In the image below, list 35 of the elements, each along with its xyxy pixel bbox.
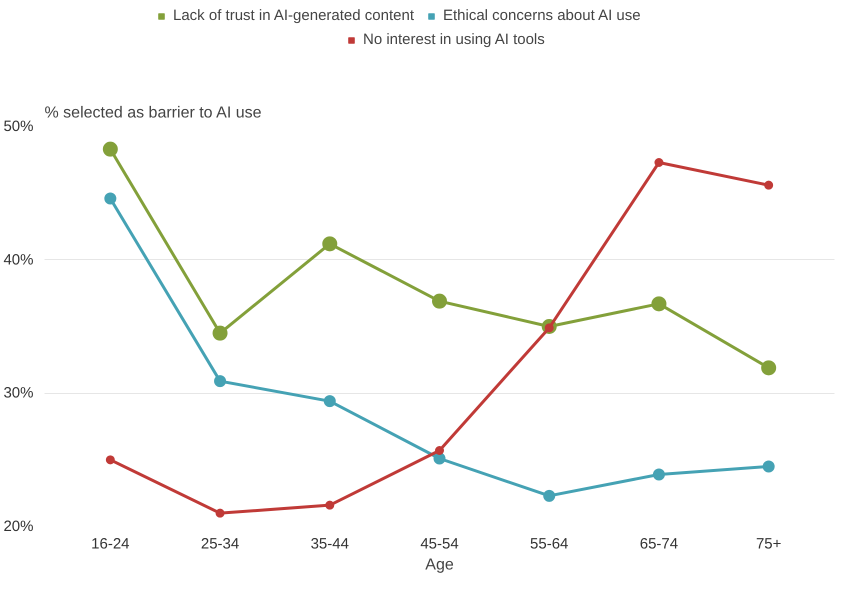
y-tick-label: 30% <box>3 384 34 402</box>
y-tick-label: 50% <box>3 118 34 135</box>
point <box>106 455 115 464</box>
x-tick-label: 45-54 <box>420 536 459 552</box>
point <box>764 180 774 190</box>
x-tick-label: 16-24 <box>91 536 130 552</box>
legend-label: No interest in using AI tools <box>363 31 545 48</box>
point <box>652 468 665 480</box>
point <box>324 395 336 408</box>
legend-label: Ethical concerns about AI use <box>442 7 641 24</box>
y-tick-label: 40% <box>3 251 34 268</box>
point <box>325 500 334 510</box>
x-tick-label: 75+ <box>756 536 782 552</box>
point <box>102 142 118 157</box>
x-tick-label: 65-74 <box>640 536 678 552</box>
point <box>435 446 444 455</box>
x-tick-label: 35-44 <box>310 536 349 552</box>
point <box>434 452 446 464</box>
y-tick-label: 20% <box>3 518 34 535</box>
point <box>322 236 338 252</box>
point <box>216 508 225 518</box>
y-axis-title: % selected as barrier to AI use <box>44 104 262 122</box>
point <box>543 490 556 502</box>
point <box>651 296 666 312</box>
legend-label: Lack of trust in AI-generated content <box>173 7 414 24</box>
point <box>762 460 775 472</box>
point <box>761 360 776 376</box>
point <box>214 375 226 388</box>
point <box>104 192 116 204</box>
point <box>212 326 228 341</box>
point <box>432 294 447 309</box>
x-tick-label: 25-34 <box>200 536 240 552</box>
x-tick-label: 55-64 <box>530 536 568 552</box>
point <box>654 158 664 167</box>
x-axis-title: Age <box>425 556 454 574</box>
